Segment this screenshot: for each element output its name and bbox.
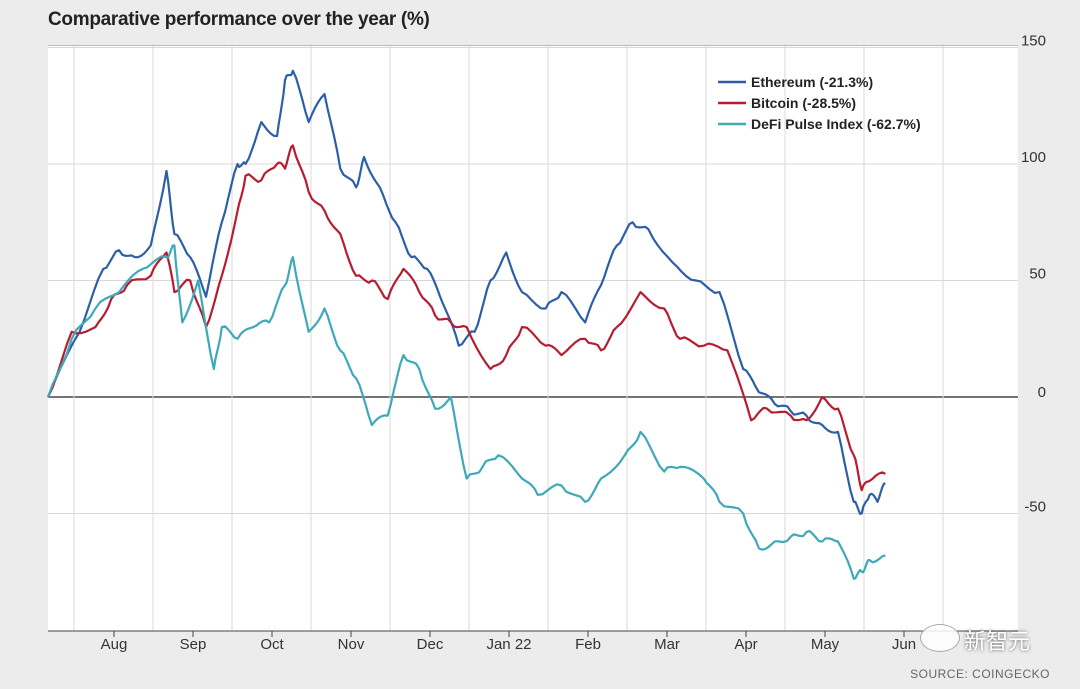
x-tick-label: Mar — [654, 636, 680, 653]
watermark-text: 新智元 — [964, 630, 1031, 655]
series-line — [46, 244, 886, 580]
wechat-logo-icon — [920, 624, 960, 652]
plot-area — [48, 46, 1018, 631]
legend-label: Bitcoin (-28.5%) — [751, 95, 856, 111]
x-tick-label: May — [811, 636, 840, 653]
x-axis: Aug Sep Oct Nov Dec Jan 22 Feb Mar Apr May Jun — [48, 630, 1018, 653]
x-tick-label: Sep — [180, 636, 207, 653]
grid — [48, 46, 1018, 631]
x-tick-label: Feb — [575, 636, 601, 653]
x-tick-label: Dec — [417, 636, 444, 653]
x-tick-label: Nov — [338, 636, 365, 653]
y-axis: 150 100 50 0 -50 — [1021, 33, 1046, 516]
y-tick-label: 150 — [1021, 33, 1046, 50]
y-tick-label: 0 — [1038, 384, 1046, 401]
legend-label: Ethereum (-21.3%) — [751, 74, 873, 90]
source-note: SOURCE: COINGECKO — [910, 667, 1050, 681]
y-tick-label: 50 — [1029, 266, 1046, 283]
y-tick-label: 100 — [1021, 149, 1046, 166]
legend-label: DeFi Pulse Index (-62.7%) — [751, 116, 921, 132]
x-tick-label: Apr — [734, 636, 757, 653]
chart-title: Comparative performance over the year (%… — [48, 9, 430, 30]
x-tick-label: Jan 22 — [486, 636, 531, 653]
x-tick-label: Jun — [892, 636, 916, 653]
x-tick-label: Aug — [101, 636, 128, 653]
y-tick-label: -50 — [1024, 499, 1046, 516]
x-tick-label: Oct — [260, 636, 284, 653]
legend: Ethereum (-21.3%) Bitcoin (-28.5%) DeFi Pu… — [718, 74, 921, 132]
series-line — [47, 144, 886, 492]
series-lines — [46, 69, 886, 580]
title-rule — [48, 45, 1018, 46]
